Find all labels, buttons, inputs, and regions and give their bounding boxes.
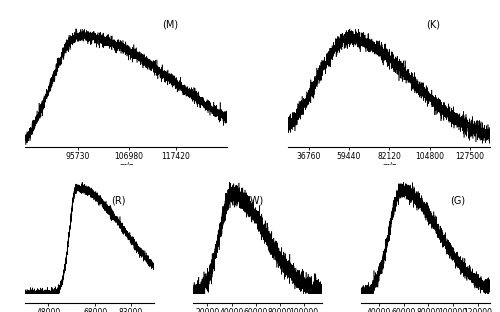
Text: (M): (M) — [162, 19, 178, 29]
Text: (G): (G) — [450, 196, 466, 206]
X-axis label: m/z: m/z — [382, 162, 396, 171]
Text: (K): (K) — [426, 19, 440, 29]
Text: (R): (R) — [110, 196, 125, 206]
Text: (W): (W) — [246, 196, 264, 206]
X-axis label: m/z: m/z — [119, 162, 133, 171]
